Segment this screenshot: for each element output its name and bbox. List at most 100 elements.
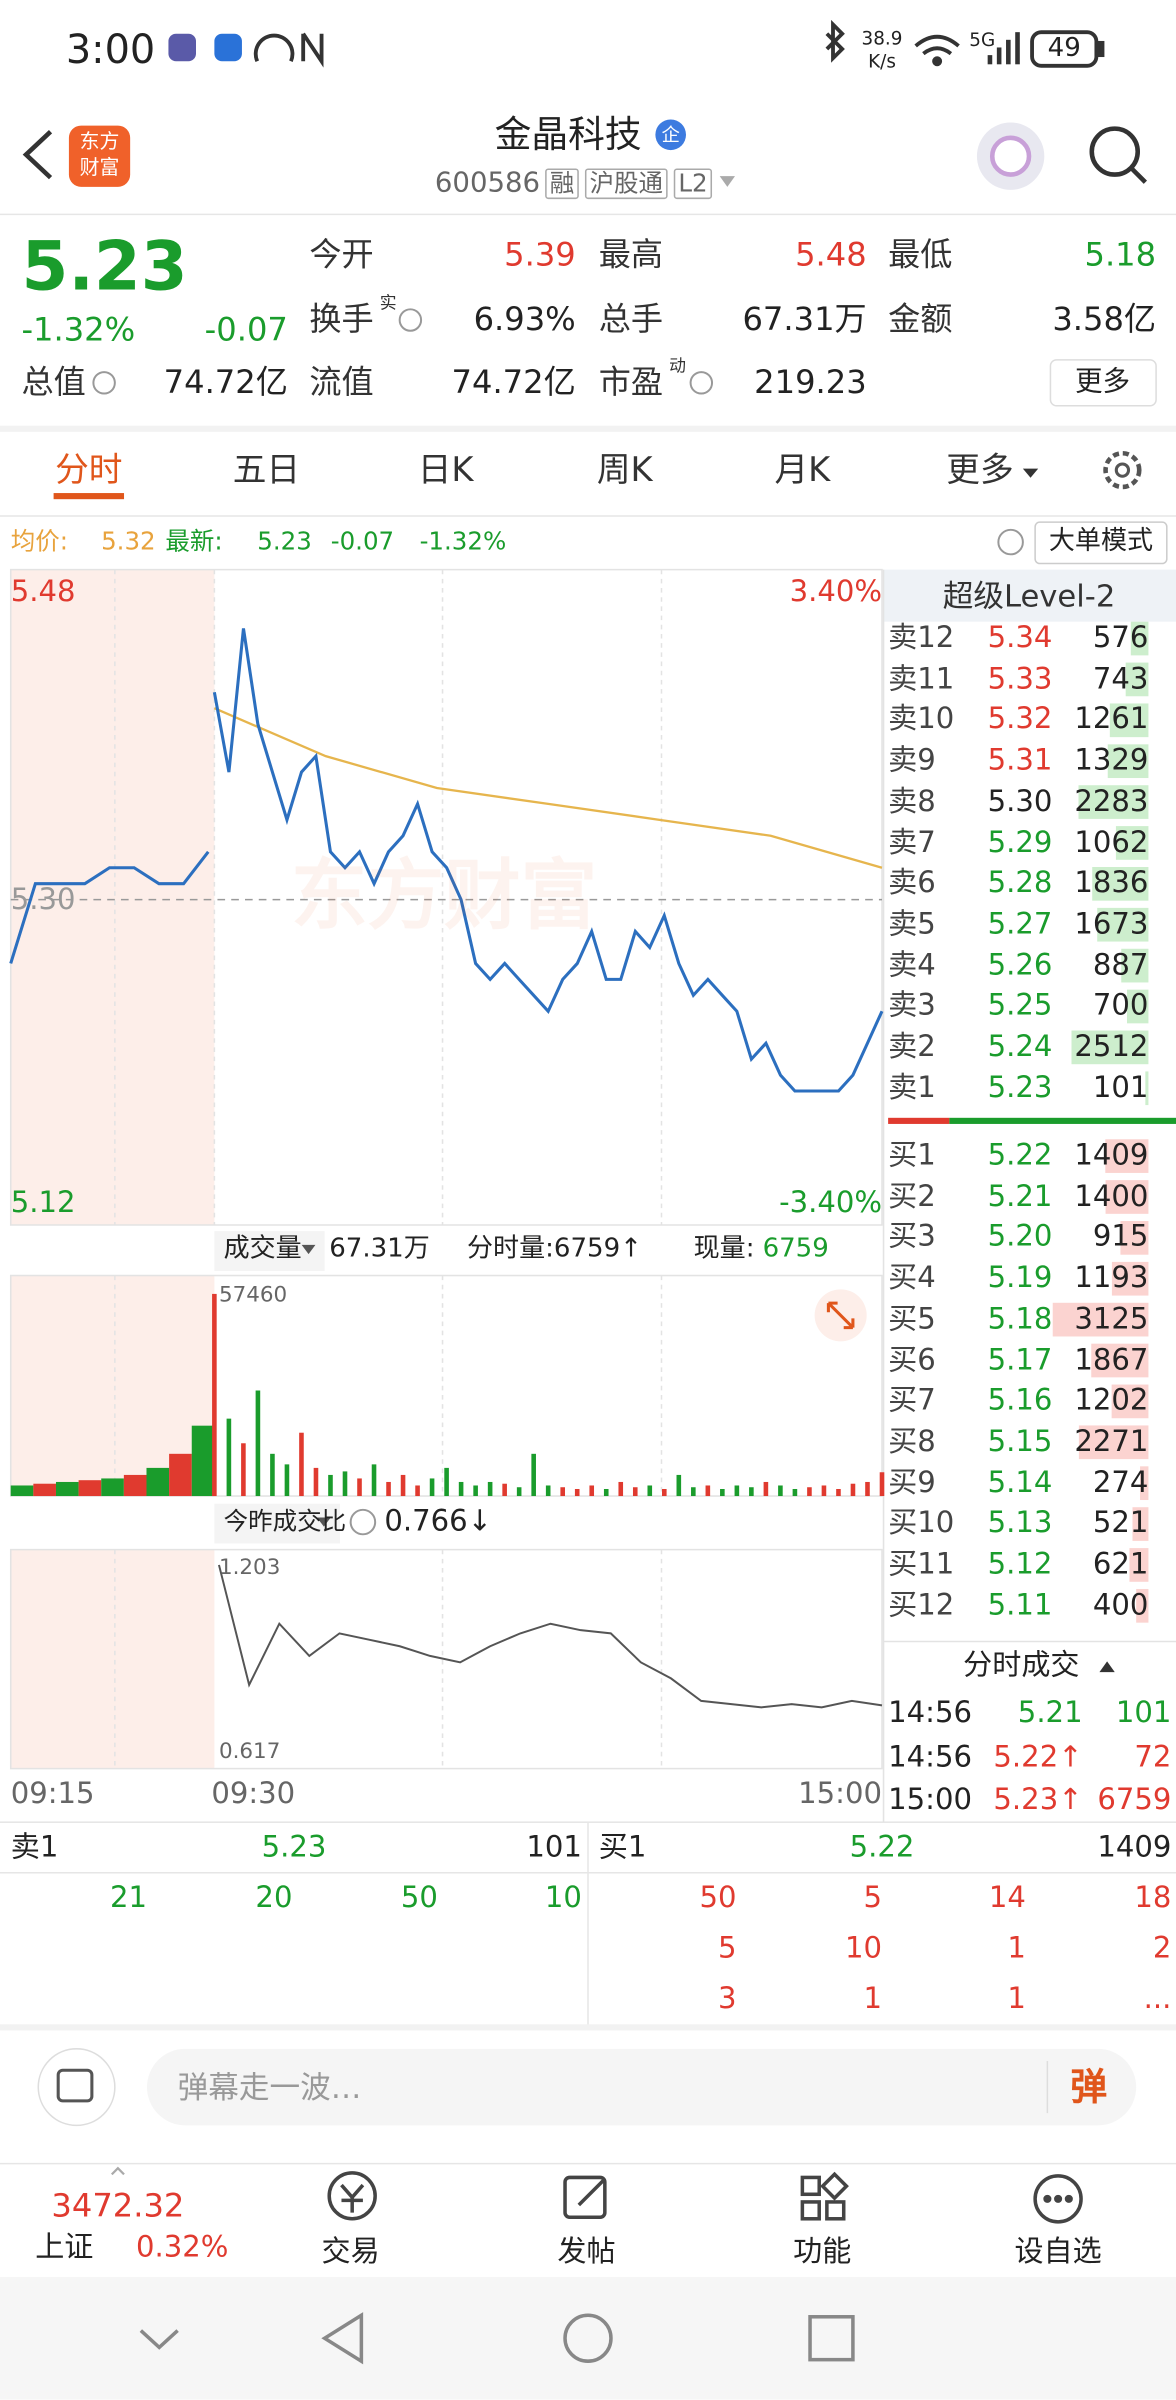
book-volume: 1329: [1074, 743, 1149, 778]
comment-icon[interactable]: [37, 2048, 116, 2127]
book-price: 5.29: [987, 825, 1053, 860]
y-tick-label: 5.30: [10, 882, 76, 916]
book-price: 5.30: [987, 784, 1053, 819]
book-volume: 1261: [1074, 702, 1149, 737]
tab[interactable]: 分时: [55, 451, 123, 490]
x-tick-label: 09:30: [211, 1777, 296, 1811]
comment-input[interactable]: [147, 2048, 1137, 2126]
ratio-label[interactable]: 今昨成交比: [223, 1506, 347, 1536]
tab[interactable]: 日K: [417, 451, 474, 490]
trade-volume: 101: [1115, 1695, 1172, 1730]
comment-icon-shape: [56, 2068, 94, 2103]
price-line: [212, 628, 884, 1093]
tab[interactable]: 更多: [946, 451, 1014, 490]
book-label: 买10: [888, 1506, 955, 1541]
queue-price: 5.23: [261, 1830, 327, 1865]
book-label: 买1: [888, 1138, 936, 1173]
index-value[interactable]: 3472.32: [51, 2187, 185, 2225]
book-price: 5.23: [987, 1070, 1053, 1105]
comment-placeholder[interactable]: 弹幕走一波…: [177, 2068, 362, 2106]
book-price: 5.17: [987, 1342, 1053, 1377]
level2-title[interactable]: 超级Level-2: [942, 577, 1116, 615]
volume-bar: [473, 1485, 478, 1497]
volume-bar: [589, 1485, 595, 1497]
volume-bar: [763, 1481, 769, 1497]
book-price: 5.22: [987, 1138, 1053, 1173]
nav-item[interactable]: 交易: [321, 2234, 380, 2269]
system-nav[interactable]: [139, 2312, 855, 2365]
back-icon[interactable]: [22, 130, 53, 180]
volume-total: 67.31万: [329, 1233, 430, 1265]
tab[interactable]: 周K: [596, 451, 653, 490]
book-volume-bar: [1105, 1139, 1149, 1173]
queue-volume: 1409: [1097, 1830, 1172, 1865]
book-price: 5.11: [987, 1588, 1053, 1622]
field-value: 74.72亿: [451, 363, 576, 401]
field-sup: 动: [669, 356, 686, 376]
mode-button[interactable]: 大单模式: [1048, 525, 1154, 557]
nav-item[interactable]: 发帖: [557, 2234, 616, 2269]
book-volume-bar: [1145, 1071, 1149, 1106]
volume-bar: [386, 1481, 391, 1497]
volume-label[interactable]: 成交量: [223, 1233, 302, 1265]
book-volume-bar: [1091, 1343, 1149, 1378]
dropdown-icon[interactable]: [719, 176, 735, 187]
trades-title[interactable]: 分时成交: [963, 1648, 1080, 1683]
nav-item[interactable]: 功能: [793, 2234, 852, 2269]
volume-bar: [284, 1464, 290, 1497]
more-button[interactable]: 更多: [1074, 365, 1131, 399]
book-price: 5.24: [987, 1029, 1053, 1064]
volume-bar: [415, 1485, 420, 1497]
volume-bar: [676, 1474, 682, 1497]
tab[interactable]: 月K: [774, 451, 831, 490]
field-value: 5.18: [1084, 236, 1157, 274]
more-button[interactable]: [1049, 359, 1157, 407]
book-price: 5.26: [987, 947, 1053, 982]
field-value: 3.58亿: [1052, 300, 1157, 338]
system-bar: [0, 2276, 1176, 2400]
volume-bar: [444, 1467, 449, 1497]
search-icon[interactable]: [1089, 126, 1141, 177]
book-label: 卖6: [888, 866, 936, 900]
settings-icon[interactable]: [1103, 450, 1142, 490]
volume-bar: [821, 1485, 827, 1497]
book-volume-bar: [1136, 1588, 1149, 1623]
book-price: 5.16: [987, 1383, 1053, 1418]
trade-price: 5.21: [1017, 1695, 1083, 1730]
change: -0.07: [204, 311, 288, 349]
field-value: 5.39: [504, 236, 576, 274]
book-volume: 1400: [1074, 1179, 1149, 1214]
book-volume: 576: [1092, 620, 1149, 655]
ratio-selector[interactable]: [214, 1503, 340, 1544]
collapse-icon[interactable]: [1099, 1661, 1115, 1673]
volume-bar: [850, 1483, 856, 1497]
book-price: 5.25: [987, 988, 1053, 1023]
book-volume-bar: [1121, 948, 1149, 983]
last-change-pct: -1.32%: [419, 526, 507, 556]
mode-button[interactable]: [1034, 521, 1168, 565]
field-value: 67.31万: [742, 300, 867, 338]
nav-item[interactable]: 设自选: [1014, 2234, 1102, 2269]
book-volume: 915: [1092, 1220, 1149, 1254]
y-tick-label: 57460: [218, 1283, 288, 1308]
book-volume: 2283: [1074, 784, 1149, 819]
book-label: 买8: [888, 1424, 936, 1459]
queue-label: 卖1: [10, 1830, 59, 1865]
stock-code: 600586: [434, 166, 541, 200]
last-value: 5.23: [257, 526, 312, 556]
book-volume: 1867: [1074, 1342, 1149, 1377]
avg-label: 均价:: [10, 526, 68, 556]
book-price: 5.34: [987, 620, 1053, 655]
book-divider: [888, 1117, 950, 1124]
logo-bg: [68, 125, 131, 187]
dropdown-icon[interactable]: [1022, 468, 1039, 478]
book-volume-bar: [1130, 621, 1149, 656]
book-price: 5.31: [987, 743, 1053, 778]
comment-button[interactable]: 弹: [1070, 2065, 1108, 2109]
book-label: 卖4: [888, 947, 936, 982]
book-volume: 1193: [1074, 1261, 1149, 1295]
book-label: 卖7: [888, 825, 936, 860]
info-icons: [92, 308, 1024, 1536]
book-label: 卖10: [888, 702, 955, 737]
tab[interactable]: 五日: [232, 451, 301, 490]
